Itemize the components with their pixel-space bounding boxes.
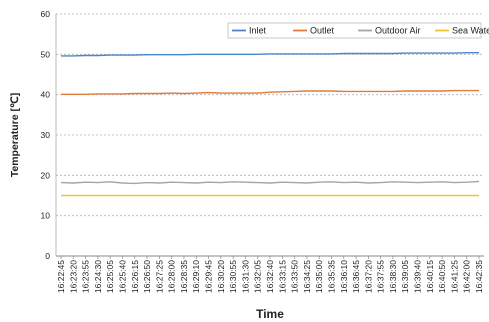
- y-tick-label: 60: [41, 9, 51, 19]
- legend-label: Sea Water: [452, 26, 489, 36]
- y-tick-label: 0: [45, 251, 50, 261]
- x-tick-label: 16:35:00: [314, 260, 324, 293]
- gridlines: [56, 13, 484, 217]
- y-tick-labels: 0 10 20 30 40 50 60: [41, 9, 51, 261]
- x-tick-label: 16:27:25: [154, 260, 164, 293]
- x-tick-label: 16:23:20: [68, 260, 78, 293]
- y-tick-label: 50: [41, 49, 51, 59]
- x-tick-label: 16:39:05: [400, 260, 410, 293]
- x-tick-label: 16:42:35: [474, 260, 484, 293]
- legend-box: [227, 22, 482, 39]
- x-tick-label: 16:24:30: [93, 260, 103, 293]
- series-line-outdoor-air: [60, 180, 480, 185]
- legend-label: Outdoor Air: [375, 26, 421, 36]
- y-tick-label: 30: [41, 130, 51, 140]
- x-tick-label: 16:28:00: [167, 260, 177, 293]
- x-tick-label: 16:22:45: [56, 260, 66, 293]
- y-tick-label: 20: [41, 170, 51, 180]
- x-tick-labels: 16:22:45 16:23:20 16:23:55 16:24:30 16:25:05…: [56, 256, 484, 293]
- x-tick-label: 16:30:55: [228, 260, 238, 293]
- x-tick-label: 16:29:45: [204, 260, 214, 293]
- x-tick-label: 16:23:55: [81, 260, 91, 293]
- x-tick-label: 16:36:45: [351, 260, 361, 293]
- x-tick-label: 16:28:35: [179, 260, 189, 293]
- y-tick-label: 10: [41, 211, 51, 221]
- y-axis-label: Temperature [℃]: [9, 93, 21, 178]
- x-tick-label: 16:32:05: [253, 260, 263, 293]
- series-line-inlet: [61, 52, 479, 57]
- series-lines: [60, 52, 480, 197]
- legend: Inlet Outlet Outdoor Air Sea Water: [227, 22, 489, 39]
- x-tick-label: 16:30:20: [216, 260, 226, 293]
- x-tick-label: 16:42:00: [462, 260, 472, 293]
- x-tick-label: 16:33:50: [290, 260, 300, 293]
- x-tick-label: 16:33:15: [277, 260, 287, 293]
- x-tick-label: 16:41:25: [449, 260, 459, 293]
- legend-label: Outlet: [310, 26, 335, 36]
- x-tick-label: 16:39:40: [413, 260, 423, 293]
- x-tick-label: 16:37:55: [376, 260, 386, 293]
- x-tick-label: 16:40:50: [437, 260, 447, 293]
- x-tick-label: 16:26:50: [142, 260, 152, 293]
- x-tick-label: 16:35:35: [326, 260, 336, 293]
- x-tick-label: 16:25:05: [105, 260, 115, 293]
- x-tick-label: 16:25:40: [117, 260, 127, 293]
- x-tick-label: 16:32:40: [265, 260, 275, 293]
- legend-label: Inlet: [249, 26, 267, 36]
- x-tick-label: 16:40:15: [425, 260, 435, 293]
- x-tick-label: 16:29:10: [191, 260, 201, 293]
- x-axis-label: Time: [256, 307, 284, 321]
- x-tick-label: 16:34:25: [302, 260, 312, 293]
- x-tick-label: 16:38:30: [388, 260, 398, 293]
- x-tick-label: 16:37:20: [363, 260, 373, 293]
- y-tick-label: 40: [41, 90, 51, 100]
- x-tick-label: 16:26:15: [130, 260, 140, 293]
- series-line-outlet: [61, 89, 479, 96]
- x-tick-label: 16:36:10: [339, 260, 349, 293]
- x-tick-label: 16:31:30: [240, 260, 250, 293]
